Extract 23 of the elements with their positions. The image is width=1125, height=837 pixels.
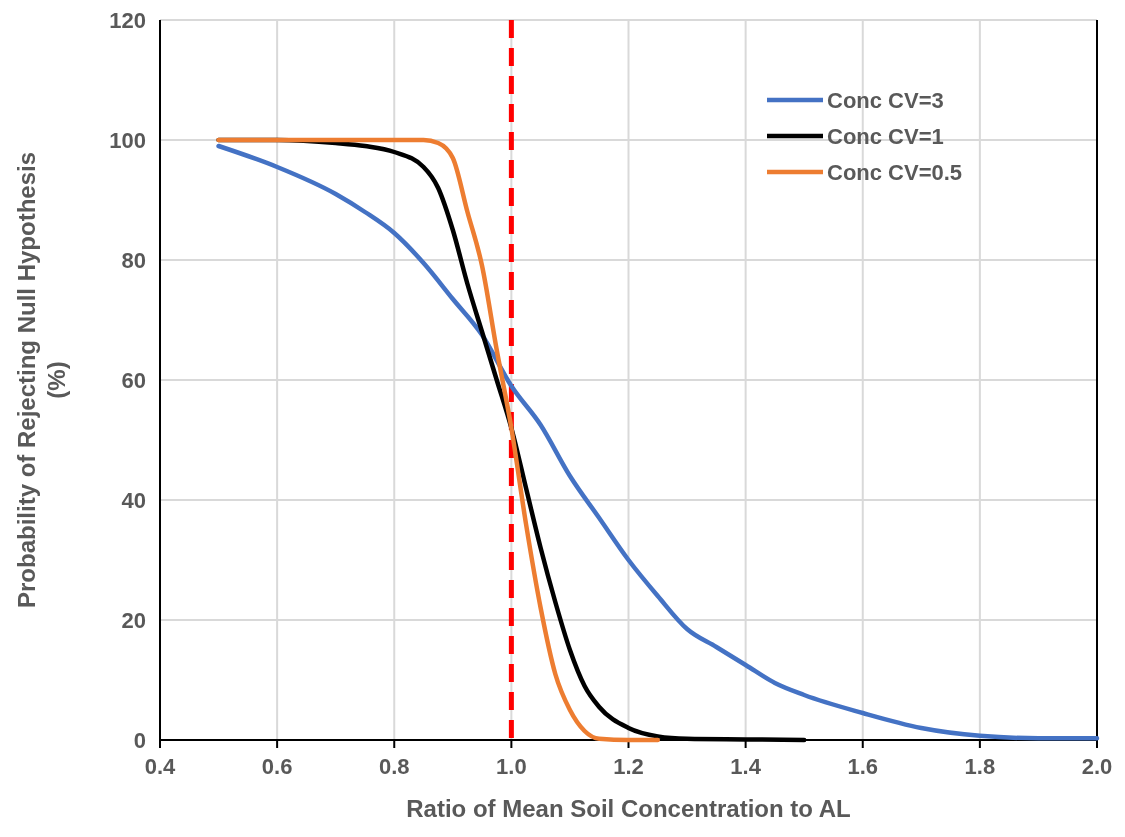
line-series xyxy=(216,143,1100,741)
y-axis-title: Probability of Rejecting Null Hypothesis (%) xyxy=(13,151,70,609)
x-tick-label: 0.8 xyxy=(378,754,410,779)
x-axis-title: Ratio of Mean Soil Concentration to AL xyxy=(406,795,851,822)
line-series xyxy=(216,137,661,743)
x-tick-label: 2.0 xyxy=(1081,754,1113,779)
legend-label: Conc CV=3 xyxy=(827,88,944,113)
x-tick-label: 1.4 xyxy=(730,754,762,779)
y-tick-label: 20 xyxy=(121,608,146,633)
legend-label: Conc CV=0.5 xyxy=(827,160,963,185)
x-tick-label: 0.4 xyxy=(144,754,177,779)
y-tick-label: 0 xyxy=(133,728,146,753)
x-tick-label: 1.0 xyxy=(496,754,527,779)
y-tick-label: 80 xyxy=(121,248,146,273)
x-tick-label: 0.6 xyxy=(261,754,293,779)
x-tick-label: 1.6 xyxy=(847,754,879,779)
y-tick-label: 120 xyxy=(109,8,146,33)
legend-label: Conc CV=1 xyxy=(827,124,944,149)
y-tick-label: 60 xyxy=(121,368,146,393)
x-tick-label: 1.8 xyxy=(964,754,996,779)
y-tick-label: 100 xyxy=(109,128,146,153)
y-tick-label: 40 xyxy=(121,488,146,513)
x-tick-label: 1.2 xyxy=(613,754,644,779)
